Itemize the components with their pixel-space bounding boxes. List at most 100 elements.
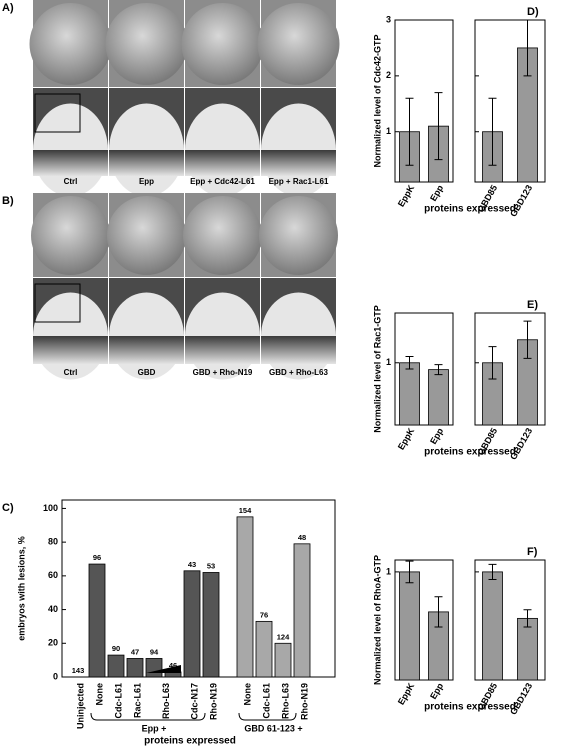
x-tick-label: None xyxy=(94,683,104,706)
x-axis-label: proteins expressed xyxy=(424,702,516,713)
y-tick-label: 1 xyxy=(386,357,391,367)
x-tick-label: GBD123 xyxy=(508,681,534,716)
y-tick-label: 1 xyxy=(386,126,391,136)
x-axis-label: proteins expressed xyxy=(144,736,236,747)
error-bar xyxy=(434,92,443,161)
count-label: 143 xyxy=(72,666,85,675)
y-tick-label: 60 xyxy=(48,570,58,580)
photo-embryo xyxy=(259,196,338,275)
error-bar xyxy=(405,560,414,584)
count-label: 43 xyxy=(188,560,196,569)
photo xyxy=(33,150,108,176)
photo xyxy=(33,336,108,364)
x-tick-label: None xyxy=(242,683,252,706)
x-tick-label: EppK xyxy=(396,183,417,209)
panel-letter: D) xyxy=(527,6,539,18)
bar xyxy=(107,654,125,678)
error-bar xyxy=(523,320,532,359)
photo xyxy=(109,336,184,364)
y-axis-label: Normalized level of RhoA-GTP xyxy=(372,555,382,685)
error-bar xyxy=(488,97,497,166)
count-label: 47 xyxy=(131,647,139,656)
x-tick-label: Epp xyxy=(428,681,445,701)
photo xyxy=(261,336,336,364)
count-label: 96 xyxy=(93,553,101,562)
x-tick-label: Uninjected xyxy=(75,683,85,729)
panel-letter: C) xyxy=(2,502,14,514)
bar xyxy=(255,620,273,678)
count-label: 154 xyxy=(239,506,252,515)
x-tick-label: Rho-L63 xyxy=(280,683,290,719)
y-tick-label: 0 xyxy=(53,671,58,681)
photo-label: GBD xyxy=(138,368,156,377)
error-bar xyxy=(434,364,443,376)
y-axis-label: Normalized level of Cdc42-GTP xyxy=(372,34,382,167)
count-label: 76 xyxy=(260,610,268,619)
y-tick-label: 20 xyxy=(48,638,58,648)
error-bar xyxy=(488,563,497,580)
photo-embryo xyxy=(183,196,262,275)
error-bar xyxy=(434,596,443,628)
bracket xyxy=(90,712,206,721)
count-label: 46 xyxy=(169,661,177,670)
photo-label: Epp xyxy=(139,177,154,186)
x-tick-label: Rho-L63 xyxy=(161,683,171,719)
count-label: 53 xyxy=(207,561,215,570)
error-bar xyxy=(405,97,414,166)
bar xyxy=(183,570,201,678)
y-tick-label: 40 xyxy=(48,604,58,614)
y-axis-label: Normalized level of Rac1-GTP xyxy=(372,305,382,433)
y-axis-label: embryos with lesions, % xyxy=(16,536,26,641)
bar xyxy=(293,543,311,678)
photo-label: Epp + Rac1-L61 xyxy=(269,177,329,186)
bar xyxy=(202,572,220,678)
photo-embryo xyxy=(31,196,110,275)
x-tick-label: Cdc-L61 xyxy=(261,683,271,719)
error-bar xyxy=(405,356,414,370)
bar xyxy=(517,617,538,681)
y-tick-label: 3 xyxy=(386,14,391,24)
photo xyxy=(185,150,260,176)
count-label: 124 xyxy=(277,632,290,641)
photo-embryo xyxy=(29,3,112,85)
inset-box xyxy=(34,93,81,133)
x-tick-label: EppK xyxy=(396,681,417,707)
photo xyxy=(261,150,336,176)
panel-letter: B) xyxy=(2,195,14,207)
photo-label: Ctrl xyxy=(64,177,78,186)
error-bar xyxy=(488,346,497,380)
panel-letter: E) xyxy=(527,299,538,311)
photo-label: Ctrl xyxy=(64,368,78,377)
x-tick-label: Rac-L61 xyxy=(132,683,142,718)
axes-frame xyxy=(474,312,546,426)
bar xyxy=(274,642,292,678)
bar xyxy=(428,369,449,426)
error-bar xyxy=(523,19,532,77)
bar xyxy=(236,516,254,678)
bar xyxy=(399,362,420,426)
photo-embryo xyxy=(107,196,186,275)
group-label: Epp + xyxy=(142,723,167,733)
photo-embryo xyxy=(181,3,264,85)
y-tick-label: 80 xyxy=(48,537,58,547)
bar xyxy=(399,571,420,681)
x-tick-label: Rho-N19 xyxy=(299,683,309,720)
axes-frame xyxy=(394,559,454,681)
bar xyxy=(88,563,106,678)
axes-frame xyxy=(394,19,454,183)
inset-box xyxy=(34,283,81,323)
x-tick-label: EppK xyxy=(396,426,417,452)
x-tick-label: Cdc-N17 xyxy=(189,683,199,720)
count-label: 48 xyxy=(298,533,306,542)
group-label: GBD 61-123 + xyxy=(244,723,302,733)
x-tick-label: Rho-N19 xyxy=(208,683,218,720)
photo-embryo xyxy=(257,3,340,85)
error-bar xyxy=(523,609,532,628)
x-tick-label: GBD123 xyxy=(508,183,534,218)
y-tick-label: 100 xyxy=(43,503,58,513)
axes-frame xyxy=(474,559,546,681)
y-tick-label: 2 xyxy=(386,70,391,80)
panel-letter: F) xyxy=(527,546,538,558)
wedge xyxy=(146,665,181,673)
